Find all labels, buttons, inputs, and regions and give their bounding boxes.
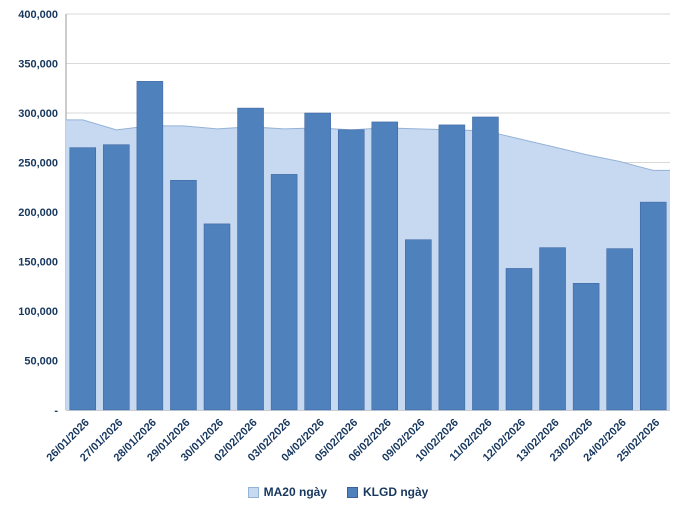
volume-bar [103,144,130,411]
volume-bar [606,248,633,411]
volume-bar [170,180,197,411]
ma20-legend-label: MA20 ngày [263,485,327,499]
y-axis-tick-label: 350,000 [18,59,58,71]
volume-bar [337,129,365,411]
y-axis-tick-label: - [54,405,58,417]
y-axis-tick-label: 200,000 [18,207,58,219]
volume-bar [304,112,331,411]
volume-bar [438,124,466,411]
klgd-legend-swatch-icon [347,486,358,498]
volume-bar [505,268,533,411]
chart-legend: MA20 ngày KLGD ngày [0,485,676,499]
legend-item-klgd: KLGD ngày [347,485,428,499]
legend-item-ma20: MA20 ngày [247,485,327,499]
volume-bar [472,116,499,411]
volume-bar [69,147,97,411]
y-axis-tick-label: 400,000 [18,9,58,21]
volume-bar [539,247,566,411]
y-axis-tick-label: 250,000 [18,158,58,170]
volume-bar [572,283,600,411]
volume-bar [405,239,432,411]
volume-bar [203,223,231,411]
volume-bar [371,121,399,411]
y-axis-tick-label: 300,000 [18,108,58,120]
y-axis-tick-label: 50,000 [24,356,58,368]
volume-bar [237,107,264,411]
y-axis-tick-label: 100,000 [18,306,58,318]
chart-plot-area: - 50,000 100,000 150,000 200,000 250,000 300,0… [18,9,670,464]
volume-bar [639,201,667,411]
volume-bar [136,81,164,411]
volume-bar [270,174,298,411]
y-axis-tick-label: 150,000 [18,257,58,269]
klgd-legend-label: KLGD ngày [363,485,429,499]
ma20-legend-swatch-icon [247,486,259,498]
